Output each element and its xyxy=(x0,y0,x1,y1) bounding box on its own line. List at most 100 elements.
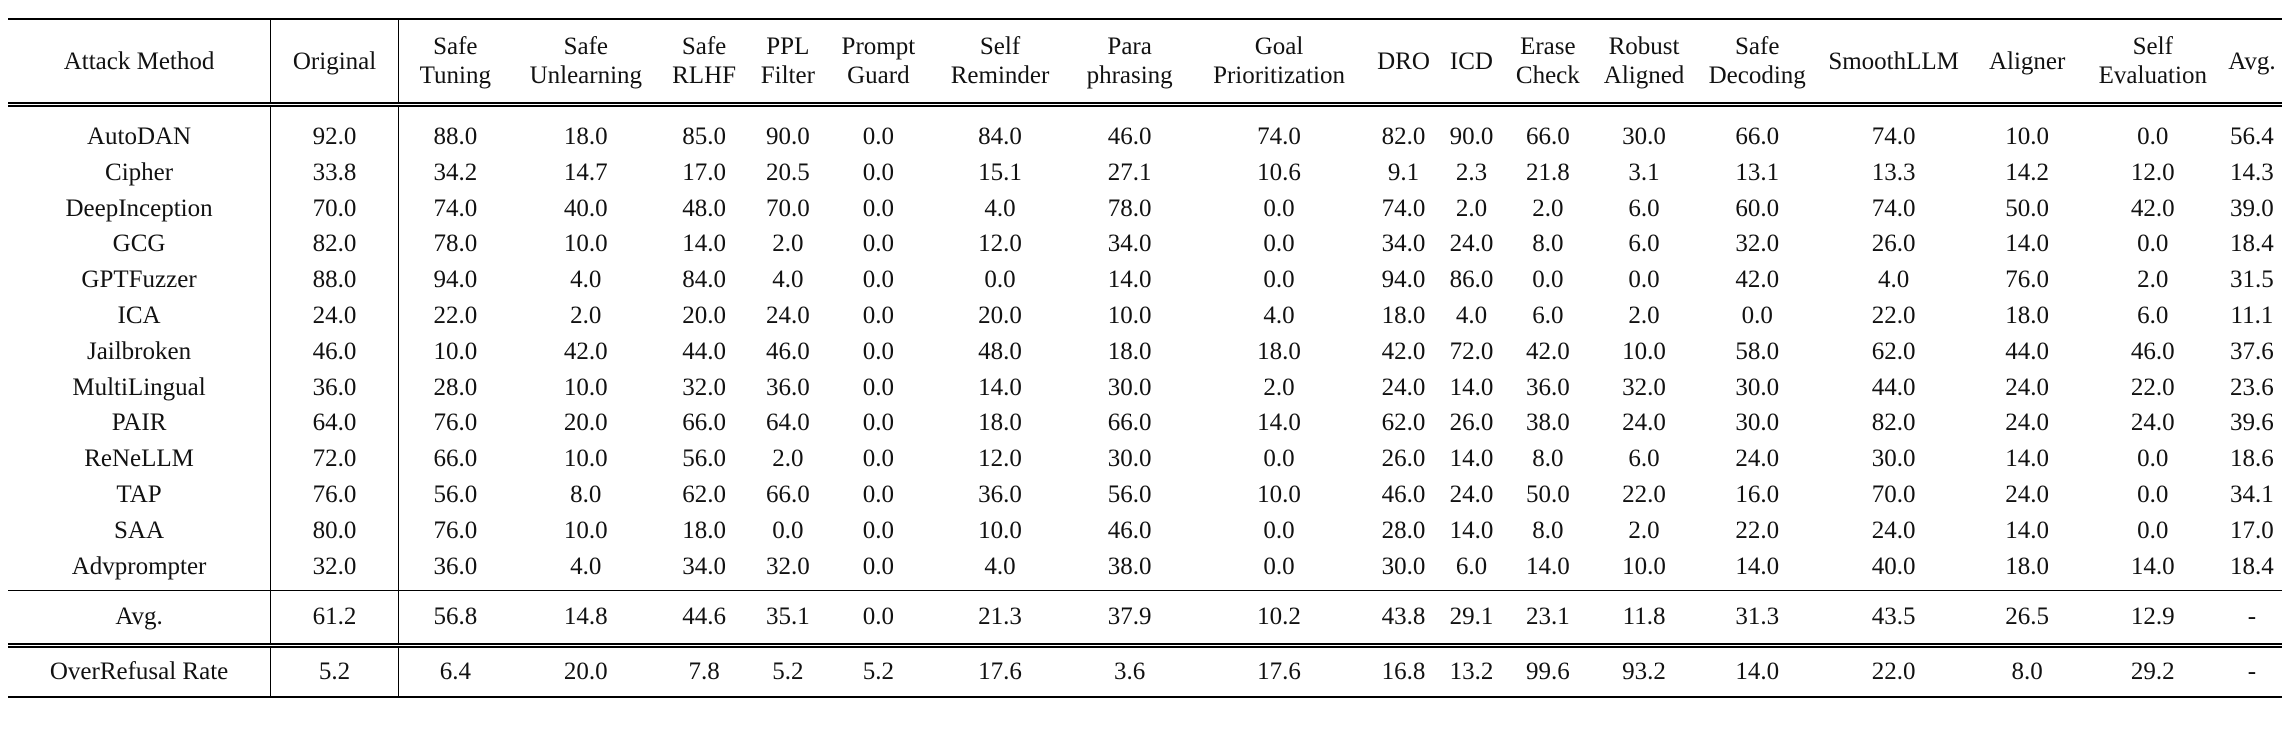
table-cell: 70.0 xyxy=(270,190,399,227)
table-cell: 6.0 xyxy=(2137,301,2169,329)
table-cell: 42.0 xyxy=(2130,194,2175,222)
table-cell: 72.0 xyxy=(270,441,399,477)
table-cell: 0.0 xyxy=(1263,516,1295,544)
table-cell: 76.0 xyxy=(433,516,478,544)
table-cell: 70.0 xyxy=(765,194,810,222)
column-header-text: Attack Method xyxy=(63,47,215,75)
table-cell: 4.0 xyxy=(1455,301,1488,329)
table-cell: 37.6 xyxy=(2230,337,2274,365)
table-cell: 3.6 xyxy=(1070,643,1189,699)
column-header-text: Prompt xyxy=(841,33,916,60)
table-cell: 18.4 xyxy=(2230,230,2274,258)
table-cell: 44.0 xyxy=(2005,337,2050,365)
row-label: GPTFuzzer xyxy=(8,262,272,298)
table-cell: 2.0 xyxy=(570,301,602,329)
table-cell: 14.0 xyxy=(1107,266,1152,294)
table-cell: 7.8 xyxy=(659,643,749,699)
column-header: Prompt Guard xyxy=(827,19,929,105)
column-header: Robust Aligned xyxy=(1590,19,1698,105)
table-cell: 14.0 xyxy=(1735,552,1780,580)
table-cell: 34.0 xyxy=(682,552,726,580)
column-header-text: Aligner xyxy=(1988,47,2066,75)
table-cell: 26.0 xyxy=(1871,230,1916,258)
table-cell: 23.1 xyxy=(1505,590,1591,646)
table-cell: 24.0 xyxy=(2005,409,2050,437)
table-cell: 82.0 xyxy=(1871,409,1916,437)
table-row: Cipher 33.8 34.2 14.7 17.0 20.5 0.0 15.1 27.1 10.… xyxy=(8,154,2282,191)
table-cell: 0.0 xyxy=(772,516,804,544)
table-cell: 0.0 xyxy=(862,409,894,437)
table-cell: 30.0 xyxy=(1735,373,1780,401)
table-cell: 50.0 xyxy=(2005,194,2050,222)
table-cell: 10.0 xyxy=(563,516,608,544)
table-cell: 34.2 xyxy=(433,158,478,186)
table-cell: 24.0 xyxy=(1871,516,1916,544)
table-cell: 5.2 xyxy=(827,643,930,699)
table-cell: 10.0 xyxy=(1257,480,1301,508)
table-cell: 0.0 xyxy=(2137,230,2169,258)
table-cell: 0.0 xyxy=(2137,516,2169,544)
table-cell: 14.0 xyxy=(2005,230,2050,258)
row-label: MultiLingual xyxy=(8,369,272,406)
table-cell: 78.0 xyxy=(433,230,478,258)
table-cell: 84.0 xyxy=(929,101,1071,155)
table-cell: 58.0 xyxy=(1735,337,1780,365)
table-cell: 4.0 xyxy=(772,266,804,294)
table-cell: 12.0 xyxy=(2130,158,2175,186)
table-cell: 22.0 xyxy=(2130,373,2175,401)
results-table-container: Attack Method Original Safe Tuning Safe Unlea… xyxy=(8,18,2282,699)
table-cell: 18.0 xyxy=(1381,301,1426,329)
table-cell: 26.0 xyxy=(1381,445,1426,473)
table-cell: 30.0 xyxy=(1107,373,1152,401)
table-row: ReNeLLM 72.0 66.0 10.0 56.0 2.0 0.0 12.0 30.0 0.0… xyxy=(8,441,2282,477)
table-cell: 8.0 xyxy=(1532,516,1564,544)
table-cell: 30.0 xyxy=(1107,445,1152,473)
table-cell: 42.0 xyxy=(563,337,608,365)
column-header: PPL Filter xyxy=(748,19,827,105)
table-cell: 27.1 xyxy=(1107,158,1152,186)
row-label: TAP xyxy=(8,476,272,513)
table-cell: 37.9 xyxy=(1070,590,1189,646)
row-label: ReNeLLM xyxy=(8,441,272,477)
avg-section: Avg. 61.2 56.8 14.8 44.6 35.1 0.0 21.3 37.9 10.2 4… xyxy=(8,590,2282,646)
table-cell: 24.0 xyxy=(2005,373,2050,401)
column-header-text: Tuning xyxy=(419,62,491,89)
table-cell: 10.2 xyxy=(1188,590,1370,646)
column-header-text: Safe xyxy=(681,33,727,60)
table-cell: 8.0 xyxy=(1532,230,1564,258)
column-header: Original xyxy=(270,19,399,105)
table-cell: 22.0 xyxy=(1735,516,1780,544)
table-cell: 8.0 xyxy=(570,480,602,508)
table-cell: 21.8 xyxy=(1525,158,1570,186)
table-cell: 6.0 xyxy=(1532,301,1564,329)
table-cell: 31.3 xyxy=(1697,590,1817,646)
row-label: ICA xyxy=(8,297,272,334)
table-cell: 40.0 xyxy=(563,194,608,222)
row-label: OverRefusal Rate xyxy=(8,643,272,699)
table-cell: 6.0 xyxy=(1628,194,1660,222)
table-cell: 24.0 xyxy=(1381,373,1426,401)
table-cell: 14.0 xyxy=(978,373,1022,401)
table-cell: 0.0 xyxy=(2137,480,2169,508)
column-header-text: ICD xyxy=(1449,47,1493,75)
table-cell: 13.1 xyxy=(1735,158,1780,186)
table-cell: 30.0 xyxy=(1735,409,1780,437)
table-cell: 18.0 xyxy=(511,101,660,155)
column-header-text: Guard xyxy=(847,62,910,89)
column-header-text: Avg. xyxy=(2228,47,2276,75)
table-row: MultiLingual 36.0 28.0 10.0 32.0 36.0 0.0 14.0 3… xyxy=(8,369,2282,406)
column-header-text: Reminder xyxy=(950,62,1050,89)
table-cell: 6.0 xyxy=(1628,230,1660,258)
table-cell: 22.0 xyxy=(1622,480,1666,508)
table-cell: 44.6 xyxy=(659,590,749,646)
table-cell: 50.0 xyxy=(1525,480,1570,508)
table-cell: 8.0 xyxy=(1532,445,1564,473)
table-cell: 16.8 xyxy=(1369,643,1438,699)
table-cell: 21.3 xyxy=(929,590,1071,646)
table-cell: 46.0 xyxy=(2130,337,2175,365)
column-header-text: PPL xyxy=(766,33,810,60)
row-label: DeepInception xyxy=(8,190,272,227)
table-cell: 36.0 xyxy=(270,369,399,406)
table-cell: 24.0 xyxy=(1449,230,1494,258)
row-label: SAA xyxy=(8,512,272,549)
